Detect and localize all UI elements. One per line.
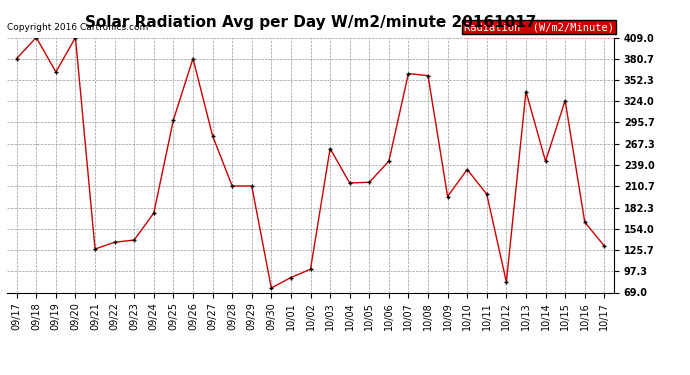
Point — [501, 279, 512, 285]
Point — [540, 158, 551, 164]
Point — [148, 210, 159, 216]
Point — [188, 56, 199, 62]
Point — [481, 191, 492, 197]
Point — [207, 133, 218, 139]
Point — [90, 246, 101, 252]
Point — [384, 158, 395, 164]
Point — [560, 98, 571, 104]
Point — [266, 285, 277, 291]
Point — [11, 56, 22, 62]
Point — [403, 70, 414, 76]
Point — [462, 166, 473, 172]
Point — [442, 194, 453, 200]
Point — [579, 219, 590, 225]
Point — [109, 239, 120, 245]
Point — [226, 183, 237, 189]
Text: Radiation  (W/m2/Minute): Radiation (W/m2/Minute) — [464, 22, 614, 32]
Text: Solar Radiation Avg per Day W/m2/minute 20161017: Solar Radiation Avg per Day W/m2/minute … — [85, 15, 536, 30]
Point — [305, 266, 316, 272]
Point — [70, 34, 81, 40]
Text: Copyright 2016 Cartronics.com: Copyright 2016 Cartronics.com — [7, 23, 148, 32]
Point — [599, 243, 610, 249]
Point — [364, 179, 375, 185]
Point — [520, 88, 531, 94]
Point — [50, 69, 61, 75]
Point — [129, 237, 140, 243]
Point — [168, 117, 179, 123]
Point — [286, 274, 297, 280]
Point — [246, 183, 257, 189]
Point — [344, 180, 355, 186]
Point — [324, 146, 335, 152]
Point — [422, 73, 433, 79]
Point — [31, 34, 42, 40]
